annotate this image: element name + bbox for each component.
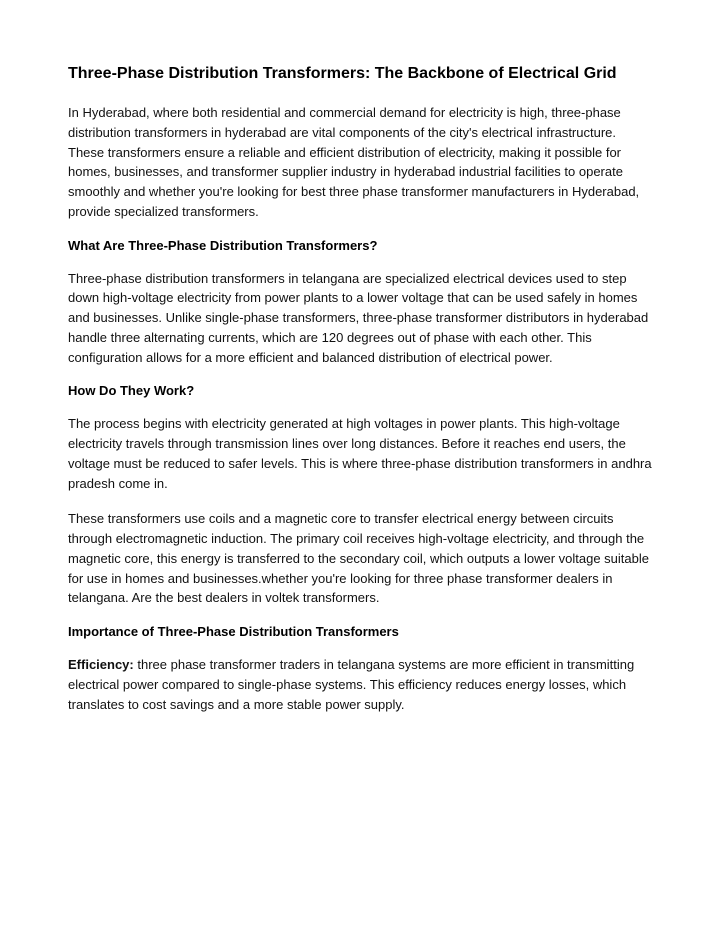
efficiency-label: Efficiency: [68,657,134,672]
section-heading-what-are: What Are Three-Phase Distribution Transf… [68,238,652,253]
section-importance-efficiency: Efficiency: three phase transformer trad… [68,655,652,714]
section-how-work-p2: These transformers use coils and a magne… [68,509,652,608]
intro-paragraph: In Hyderabad, where both residential and… [68,103,652,222]
section-heading-how-work: How Do They Work? [68,383,652,398]
section-what-are-p1: Three-phase distribution transformers in… [68,269,652,368]
section-how-work-p1: The process begins with electricity gene… [68,414,652,493]
efficiency-body: three phase transformer traders in telan… [68,657,634,712]
document-title: Three-Phase Distribution Transformers: T… [68,62,652,85]
section-heading-importance: Importance of Three-Phase Distribution T… [68,624,652,639]
